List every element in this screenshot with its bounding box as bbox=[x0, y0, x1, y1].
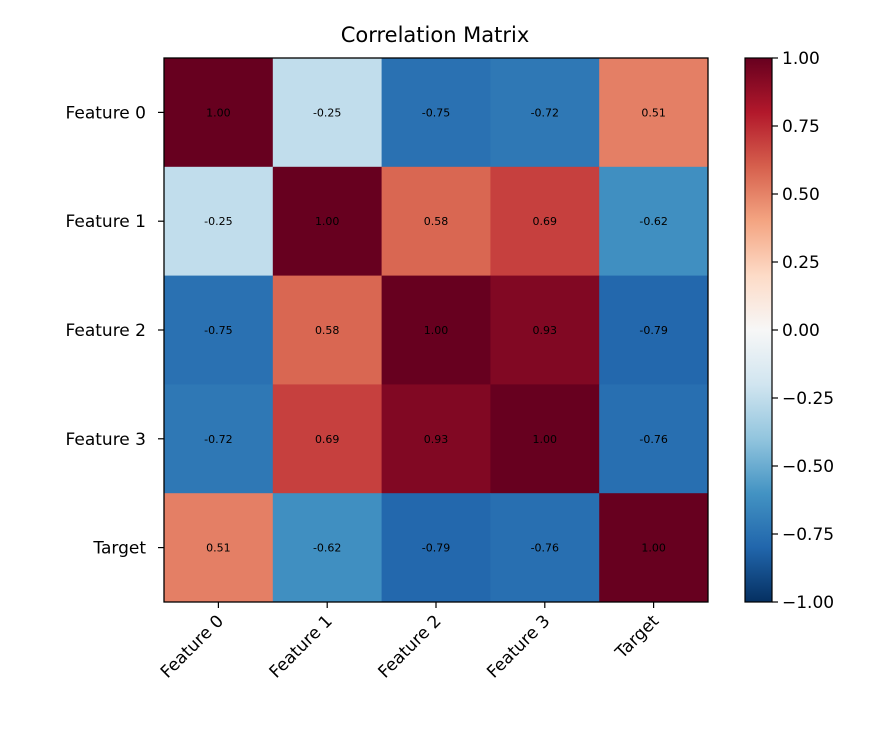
heatmap-cell-labels: 1.00 -0.25 -0.75 -0.72 0.51 -0.25 1.00 0.58 0.69… bbox=[204, 106, 668, 554]
heatmap-cell bbox=[599, 166, 709, 277]
cell-value-label: 1.00 bbox=[315, 215, 340, 228]
heatmap-cell bbox=[272, 493, 383, 603]
y-tick-label: Feature 3 bbox=[66, 430, 146, 450]
heatmap-cell bbox=[381, 58, 491, 168]
colorbar-tick-label: 0.75 bbox=[782, 117, 820, 137]
x-tick-label: Feature 1 bbox=[266, 611, 337, 682]
colorbar-tick-label: 0.50 bbox=[782, 185, 820, 205]
cell-value-label: -0.79 bbox=[422, 542, 450, 555]
heatmap-cells bbox=[164, 58, 709, 603]
cell-value-label: -0.62 bbox=[639, 215, 667, 228]
cell-value-label: -0.76 bbox=[531, 542, 559, 555]
heatmap-cell bbox=[381, 384, 491, 494]
cell-value-label: 0.93 bbox=[424, 433, 449, 446]
cell-value-label: 0.93 bbox=[533, 324, 558, 337]
colorbar-tick-label: −0.75 bbox=[782, 525, 834, 545]
heatmap-cell bbox=[490, 493, 600, 603]
x-tick-label: Feature 0 bbox=[157, 611, 228, 682]
colorbar-gradient bbox=[744, 57, 773, 603]
heatmap-cell bbox=[381, 275, 491, 385]
x-axis: Feature 0 Feature 1 Feature 2 Feature 3 Targ… bbox=[157, 602, 663, 682]
cell-value-label: -0.72 bbox=[204, 433, 232, 446]
colorbar-tick-label: −1.00 bbox=[782, 593, 834, 613]
heatmap-cell bbox=[490, 275, 600, 385]
cell-value-label: -0.62 bbox=[313, 542, 341, 555]
heatmap-cell bbox=[490, 166, 600, 277]
cell-value-label: 0.58 bbox=[315, 324, 340, 337]
cell-value-label: 0.51 bbox=[641, 106, 666, 119]
heatmap-cell bbox=[164, 275, 274, 385]
y-tick-label: Feature 2 bbox=[66, 321, 146, 341]
cell-value-label: 0.51 bbox=[206, 542, 231, 555]
heatmap-cell bbox=[490, 58, 600, 168]
colorbar-tick-label: −0.25 bbox=[782, 389, 834, 409]
heatmap-cell bbox=[164, 384, 274, 494]
heatmap-cell bbox=[490, 384, 600, 494]
x-tick-label: Target bbox=[611, 611, 663, 663]
cell-value-label: -0.79 bbox=[639, 324, 667, 337]
heatmap-cell bbox=[381, 166, 491, 277]
heatmap-cell bbox=[381, 493, 491, 603]
heatmap-cell bbox=[272, 166, 383, 277]
cell-value-label: 0.69 bbox=[315, 433, 340, 446]
heatmap-cell bbox=[599, 493, 709, 603]
y-axis: Feature 0 Feature 1 Feature 2 Feature 3 Targ… bbox=[66, 103, 164, 559]
heatmap-cell bbox=[164, 166, 274, 277]
heatmap-cell bbox=[164, 58, 274, 168]
cell-value-label: -0.76 bbox=[639, 433, 667, 446]
cell-value-label: 1.00 bbox=[641, 542, 666, 555]
x-tick-label: Feature 3 bbox=[483, 611, 554, 682]
colorbar-tick-label: −0.50 bbox=[782, 457, 834, 477]
colorbar-tick-label: 0.00 bbox=[782, 321, 820, 341]
heatmap-cell bbox=[599, 58, 709, 168]
cell-value-label: 0.69 bbox=[533, 215, 558, 228]
colorbar: 1.00 0.75 0.50 0.25 0.00 −0.25 −0.50 −0.75 −1.00 bbox=[744, 49, 834, 613]
cell-value-label: 1.00 bbox=[424, 324, 449, 337]
heatmap-cell bbox=[164, 493, 274, 603]
heatmap-cell bbox=[599, 384, 709, 494]
colorbar-tick-label: 0.25 bbox=[782, 253, 820, 273]
heatmap-cell bbox=[272, 275, 383, 385]
cell-value-label: 0.58 bbox=[424, 215, 449, 228]
cell-value-label: -0.25 bbox=[313, 106, 341, 119]
x-tick-label: Feature 2 bbox=[374, 611, 445, 682]
cell-value-label: -0.75 bbox=[422, 106, 450, 119]
heatmap-cell bbox=[272, 58, 383, 168]
heatmap-cell bbox=[272, 384, 383, 494]
cell-value-label: -0.75 bbox=[204, 324, 232, 337]
colorbar-tick-label: 1.00 bbox=[782, 49, 820, 69]
chart-title: Correlation Matrix bbox=[341, 23, 530, 47]
cell-value-label: 1.00 bbox=[206, 106, 231, 119]
y-tick-label: Target bbox=[92, 539, 146, 559]
y-tick-label: Feature 1 bbox=[66, 212, 146, 232]
cell-value-label: 1.00 bbox=[533, 433, 558, 446]
y-tick-label: Feature 0 bbox=[66, 103, 146, 123]
heatmap-cell bbox=[599, 275, 709, 385]
cell-value-label: -0.72 bbox=[531, 106, 559, 119]
cell-value-label: -0.25 bbox=[204, 215, 232, 228]
